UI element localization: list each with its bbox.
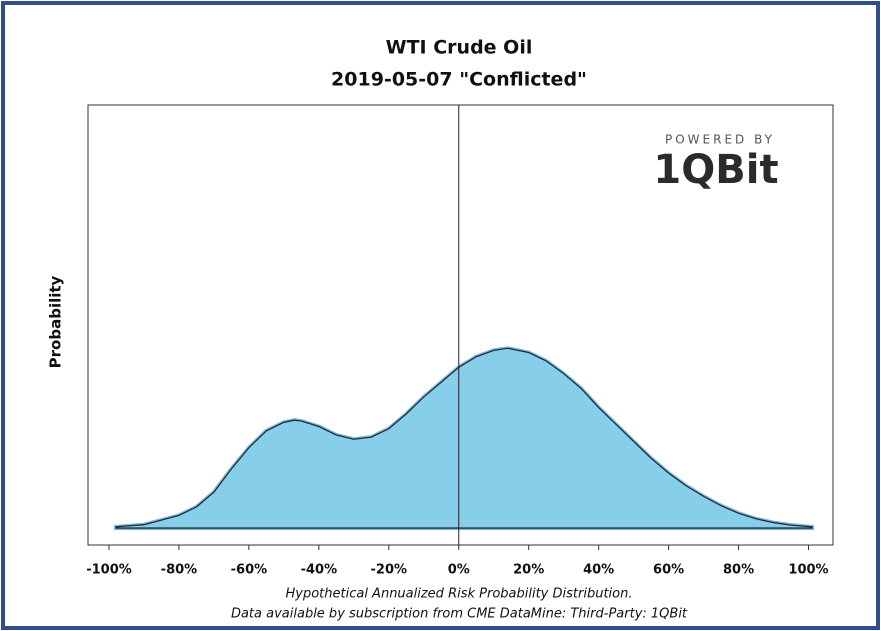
chart-title: WTI Crude Oil <box>386 37 533 59</box>
plot-area <box>87 104 834 546</box>
x-tick-label: -60% <box>231 563 268 578</box>
logo-tagline: POWERED BY <box>665 133 775 147</box>
x-tick-label: -100% <box>86 563 132 578</box>
x-tick-label: -40% <box>301 563 338 578</box>
x-tick-label: 100% <box>788 563 828 578</box>
chart-subtitle: 2019-05-07 "Conflicted" <box>331 69 587 91</box>
x-tick-label: -20% <box>371 563 408 578</box>
x-tick-label: 40% <box>583 563 614 578</box>
logo-name: 1QBit <box>653 147 778 193</box>
x-tick-label: 0% <box>448 563 470 578</box>
x-tick-label: 20% <box>513 563 544 578</box>
x-axis-label: Data available by subscription from CME … <box>231 607 688 622</box>
x-tick-label: -80% <box>161 563 198 578</box>
y-axis-label: Probability <box>47 275 65 368</box>
area <box>115 347 813 529</box>
x-tick-label: 60% <box>653 563 684 578</box>
x-axis-label: Hypothetical Annualized Risk Probability… <box>285 587 632 602</box>
x-tick-label: 80% <box>723 563 754 578</box>
